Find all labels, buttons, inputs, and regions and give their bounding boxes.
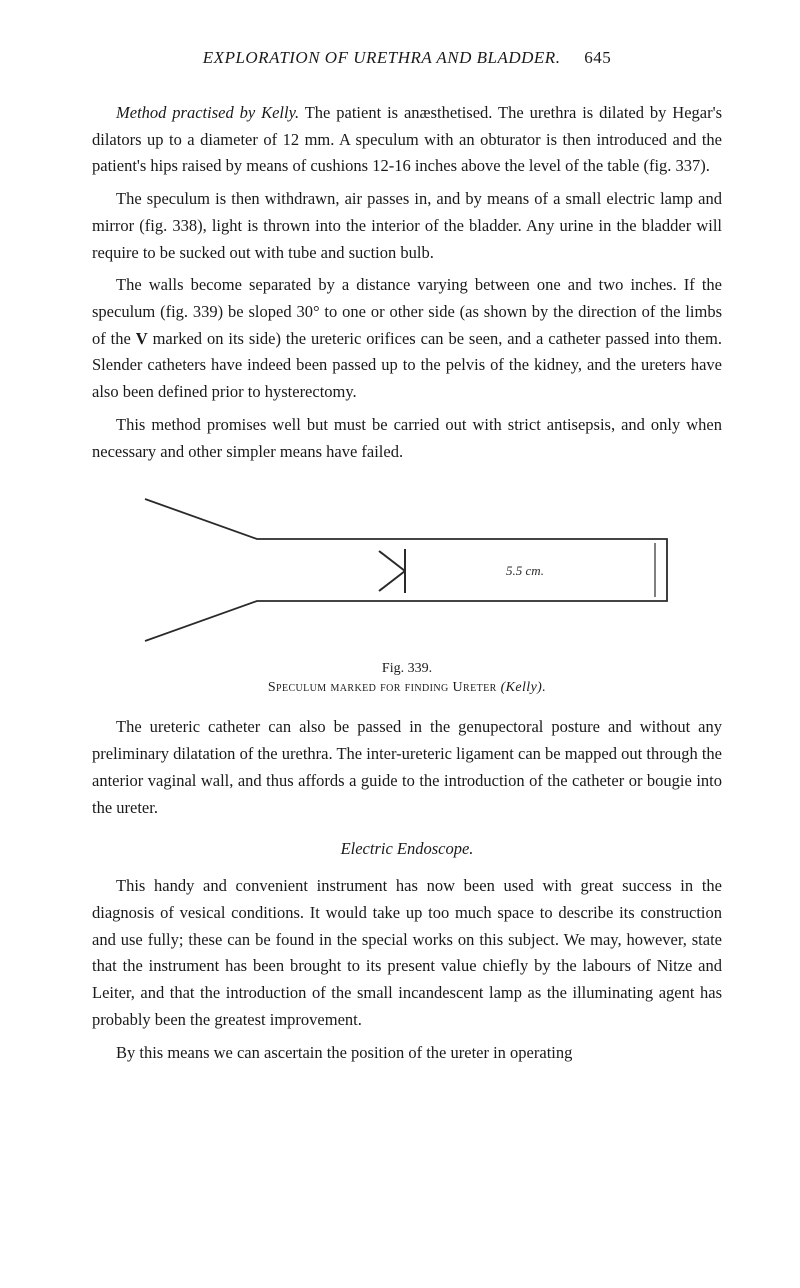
paragraph-4: This method promises well but must be ca… xyxy=(92,412,722,465)
p3-v: V xyxy=(136,329,148,348)
svg-text:5.5 cm.: 5.5 cm. xyxy=(506,563,544,578)
paragraph-7: By this means we can ascertain the posit… xyxy=(92,1040,722,1067)
paragraph-3: The walls become separated by a distance… xyxy=(92,272,722,406)
figure-339: 5.5 cm. Fig. 339. Speculum marked for fi… xyxy=(92,491,722,696)
paragraph-5: The ureteric catheter can also be passed… xyxy=(92,714,722,821)
paragraph-2: The speculum is then withdrawn, air pass… xyxy=(92,186,722,266)
paragraph-1: Method practised by Kelly. The patient i… xyxy=(92,100,722,180)
page-number: 645 xyxy=(584,48,611,67)
paragraph-6: This handy and convenient instrument has… xyxy=(92,873,722,1033)
p3-b: marked on its side) the ureteric orifice… xyxy=(92,329,722,401)
section-heading-electric-endoscope: Electric Endoscope. xyxy=(92,839,722,859)
header-title: EXPLORATION OF URETHRA AND BLADDER. xyxy=(203,48,561,67)
figure-caption-text: Speculum marked for finding Ureter (Kell… xyxy=(268,680,546,695)
page-header: EXPLORATION OF URETHRA AND BLADDER. 645 xyxy=(92,48,722,68)
speculum-diagram: 5.5 cm. xyxy=(127,491,687,651)
figure-caption: Fig. 339. Speculum marked for finding Ur… xyxy=(92,661,722,696)
figure-caption-number: Fig. 339. xyxy=(92,661,722,677)
p1-lead: Method practised by Kelly. xyxy=(116,103,299,122)
